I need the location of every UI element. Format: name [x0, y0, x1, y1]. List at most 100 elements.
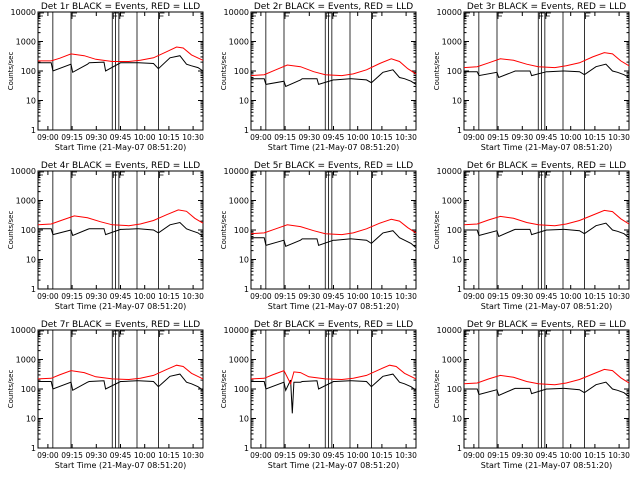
- event-flag: [159, 171, 165, 178]
- event-flag: [372, 171, 378, 178]
- y-tick-label: 1: [31, 285, 36, 294]
- event-flag: [159, 12, 165, 19]
- lld-series-line: [250, 364, 417, 386]
- event-flag: [585, 330, 591, 337]
- y-tick-label: 10000: [437, 167, 462, 176]
- x-tick-label: 10:15: [158, 133, 180, 142]
- event-flag: [545, 171, 551, 178]
- x-axis-label: Start Time (21-May-07 08:51:20): [268, 302, 399, 311]
- detector-panel-6: Det 6r BLACK = Events, RED = LLD 1 10 100 10…: [433, 161, 630, 311]
- event-flag: [112, 171, 119, 178]
- x-tick-label: 10:00: [560, 451, 582, 460]
- detector-panel-4: Det 4r BLACK = Events, RED = LLD 1 10 100 10…: [7, 161, 204, 311]
- y-tick-label: 1: [457, 285, 462, 294]
- x-tick-label: 10:00: [134, 292, 156, 301]
- x-tick-label: 09:15: [274, 292, 296, 301]
- panel-title: Det 6r BLACK = Events, RED = LLD: [467, 161, 626, 171]
- x-tick-label: 10:15: [584, 292, 606, 301]
- y-tick-label: 1: [244, 285, 249, 294]
- event-flag: [538, 12, 545, 19]
- panel-title: Det 8r BLACK = Events, RED = LLD: [254, 320, 413, 330]
- detector-panel-2: Det 2r BLACK = Events, RED = LLD 1 10 100 10…: [220, 2, 417, 152]
- y-tick-label: 1000: [442, 197, 462, 206]
- detector-panel-8: Det 8r BLACK = Events, RED = LLD 1 10 100 10…: [220, 320, 417, 470]
- event-flag: [284, 330, 290, 337]
- event-flag: [119, 12, 125, 19]
- event-flag: [251, 171, 257, 178]
- y-tick-label: 1: [31, 126, 36, 135]
- x-tick-label: 09:30: [85, 451, 107, 460]
- y-tick-label: 10000: [437, 326, 462, 335]
- x-tick-label: 10:00: [560, 133, 582, 142]
- event-flag: [497, 12, 503, 19]
- y-tick-label: 1000: [16, 356, 36, 365]
- x-tick-label: 09:45: [323, 133, 345, 142]
- event-flag: [372, 330, 378, 337]
- y-tick-label: 100: [447, 226, 462, 235]
- x-axis-label: Start Time (21-May-07 08:51:20): [55, 143, 186, 152]
- y-tick-label: 10000: [11, 326, 36, 335]
- x-tick-label: 10:30: [395, 451, 417, 460]
- events-series-line: [464, 222, 630, 239]
- y-tick-label: 100: [21, 226, 36, 235]
- event-flag: [464, 12, 470, 19]
- y-axis-label: Counts/sec: [220, 370, 228, 409]
- y-tick-label: 10: [452, 256, 462, 265]
- x-axis-label: Start Time (21-May-07 08:51:20): [268, 143, 399, 152]
- x-tick-label: 09:15: [61, 451, 83, 460]
- panel-title: Det 9r BLACK = Events, RED = LLD: [467, 320, 626, 330]
- x-tick-label: 09:45: [110, 133, 132, 142]
- y-tick-label: 10: [26, 97, 36, 106]
- x-axis-label: Start Time (21-May-07 08:51:20): [481, 302, 612, 311]
- y-tick-label: 1: [244, 444, 249, 453]
- x-tick-label: 10:30: [182, 451, 204, 460]
- y-tick-label: 100: [234, 226, 249, 235]
- panel-title: Det 7r BLACK = Events, RED = LLD: [41, 320, 200, 330]
- events-series-line: [38, 55, 204, 74]
- panel-title: Det 5r BLACK = Events, RED = LLD: [254, 161, 413, 171]
- y-tick-label: 100: [234, 67, 249, 76]
- lld-series-line: [38, 46, 204, 62]
- y-tick-label: 10000: [11, 167, 36, 176]
- y-axis-label: Counts/sec: [433, 370, 441, 409]
- y-axis-label: Counts/sec: [433, 52, 441, 91]
- panel-title: Det 3r BLACK = Events, RED = LLD: [467, 2, 626, 12]
- event-flag: [38, 12, 44, 19]
- x-tick-label: 09:00: [463, 292, 485, 301]
- y-tick-label: 100: [21, 385, 36, 394]
- x-tick-label: 09:45: [110, 292, 132, 301]
- y-axis-label: Counts/sec: [220, 52, 228, 91]
- y-axis-label: Counts/sec: [433, 211, 441, 250]
- y-tick-label: 1000: [229, 38, 249, 47]
- y-tick-label: 1000: [229, 356, 249, 365]
- event-flag: [332, 171, 338, 178]
- x-tick-label: 09:30: [511, 133, 533, 142]
- y-tick-label: 10000: [224, 326, 249, 335]
- panel-title: Det 4r BLACK = Events, RED = LLD: [41, 161, 200, 171]
- event-flag: [497, 171, 503, 178]
- x-tick-label: 10:00: [347, 292, 369, 301]
- event-flag: [119, 330, 125, 337]
- x-axis-label: Start Time (21-May-07 08:51:20): [481, 461, 612, 470]
- y-tick-label: 10: [239, 415, 249, 424]
- x-tick-label: 09:30: [511, 292, 533, 301]
- x-tick-label: 10:15: [584, 133, 606, 142]
- y-tick-label: 100: [447, 385, 462, 394]
- event-flag: [112, 12, 119, 19]
- event-flag: [284, 171, 290, 178]
- event-flag: [38, 171, 44, 178]
- event-flag: [38, 330, 44, 337]
- lld-series-line: [463, 209, 630, 227]
- x-tick-label: 09:15: [274, 133, 296, 142]
- x-tick-label: 09:00: [463, 133, 485, 142]
- x-tick-label: 09:00: [37, 451, 59, 460]
- y-tick-label: 1: [457, 444, 462, 453]
- x-tick-label: 10:30: [182, 133, 204, 142]
- lld-series-line: [250, 218, 417, 236]
- event-flag: [325, 330, 332, 337]
- x-tick-label: 10:00: [560, 292, 582, 301]
- x-tick-label: 10:15: [371, 133, 393, 142]
- event-flag: [464, 330, 470, 337]
- plot-frame: [37, 329, 204, 449]
- events-series-line: [464, 381, 630, 398]
